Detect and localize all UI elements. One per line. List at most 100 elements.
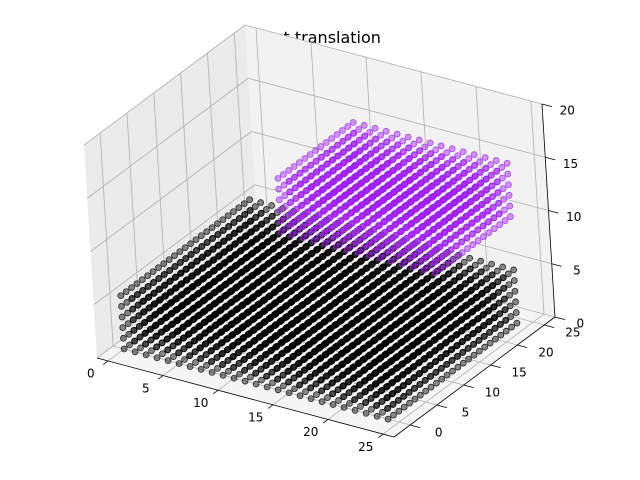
series-0-point xyxy=(451,299,458,307)
series-0-point xyxy=(269,267,277,275)
series-0-point xyxy=(292,317,300,324)
series-0-point xyxy=(379,275,387,282)
series-1-point xyxy=(332,242,340,250)
grid-line-x-floor xyxy=(272,284,435,406)
series-0-point xyxy=(155,264,162,272)
series-1-point xyxy=(463,234,471,242)
series-1-point xyxy=(318,164,325,172)
series-0-point xyxy=(443,371,451,379)
series-1-point xyxy=(466,198,474,206)
series-0-point xyxy=(187,251,195,258)
series-1-point xyxy=(433,179,440,186)
series-1-point xyxy=(366,128,374,136)
x-tick-mark xyxy=(102,360,109,365)
series-0-point xyxy=(472,283,480,291)
series-0-point xyxy=(303,298,311,306)
series-1-point xyxy=(420,266,428,274)
grid-line-x-floor xyxy=(162,255,325,376)
series-1-point xyxy=(377,142,385,150)
series-0-point xyxy=(308,294,316,302)
series-0-point xyxy=(263,228,271,235)
series-0-point xyxy=(242,254,249,262)
series-0-point xyxy=(413,316,420,324)
series-1-point xyxy=(286,199,294,207)
series-0-point xyxy=(287,310,295,318)
series-0-point xyxy=(292,306,300,314)
series-0-point xyxy=(342,314,349,321)
series-1-point xyxy=(343,245,351,253)
series-1-point xyxy=(490,225,498,232)
series-1-point xyxy=(505,181,512,189)
series-0-point xyxy=(181,244,189,252)
series-1-point xyxy=(393,130,401,138)
series-0-point xyxy=(225,245,233,252)
series-0-point xyxy=(192,247,200,254)
series-0-point xyxy=(486,329,493,336)
series-0-point xyxy=(287,299,294,307)
series-1-point xyxy=(438,186,446,193)
series-0-point xyxy=(292,284,299,292)
series-0-point xyxy=(470,351,478,359)
series-0-point xyxy=(280,259,288,267)
series-0-point xyxy=(150,290,157,297)
series-0-point xyxy=(435,333,443,340)
series-0-point xyxy=(225,223,232,230)
series-0-point xyxy=(257,221,265,228)
series-1-point xyxy=(477,190,485,198)
series-1-point xyxy=(378,186,386,194)
series-0-point xyxy=(308,272,315,280)
series-0-point xyxy=(187,240,194,248)
series-1-point xyxy=(362,198,370,206)
series-0-point xyxy=(443,361,450,368)
series-0-point xyxy=(281,281,288,289)
series-0-point xyxy=(407,320,415,328)
series-1-point xyxy=(457,228,465,235)
series-0-point xyxy=(473,305,481,312)
series-1-point xyxy=(492,157,500,164)
series-0-point xyxy=(336,318,344,325)
series-1-point xyxy=(427,150,434,158)
series-1-point xyxy=(346,188,353,196)
series-1-point xyxy=(355,136,363,144)
series-0-point xyxy=(177,302,185,310)
series-0-point xyxy=(171,274,179,281)
series-1-point xyxy=(355,147,363,155)
series-0-point xyxy=(252,225,260,232)
series-0-point xyxy=(275,274,283,282)
series-1-point xyxy=(398,249,405,257)
series-0-point xyxy=(459,359,467,367)
series-0-point xyxy=(314,290,321,298)
series-0-point xyxy=(193,258,200,265)
series-1-point xyxy=(421,154,429,162)
series-0-point xyxy=(391,310,398,318)
series-0-point xyxy=(395,407,403,415)
series-0-point xyxy=(318,253,326,261)
series-0-point xyxy=(390,267,397,274)
series-0-point xyxy=(357,291,365,298)
series-1-point xyxy=(277,217,284,225)
series-1-point xyxy=(340,192,348,200)
series-0-point xyxy=(482,264,490,272)
series-0-point xyxy=(342,324,350,332)
series-0-point xyxy=(474,315,481,323)
series-0-point xyxy=(478,290,485,298)
series-0-point xyxy=(451,310,458,318)
series-0-point xyxy=(252,214,259,221)
series-1-point xyxy=(307,162,314,169)
series-0-point xyxy=(397,339,405,347)
series-0-point xyxy=(463,323,470,331)
series-0-point xyxy=(408,353,416,360)
series-1-point xyxy=(451,221,459,229)
series-0-point xyxy=(368,261,375,268)
series-0-point xyxy=(303,320,311,327)
series-1-point xyxy=(421,165,429,173)
series-1-point xyxy=(471,162,478,169)
series-0-point xyxy=(390,288,398,296)
series-0-point xyxy=(313,279,321,287)
series-0-point xyxy=(264,271,272,279)
series-1-point xyxy=(356,158,363,166)
series-1-point xyxy=(485,229,493,236)
series-1-point xyxy=(444,182,451,189)
series-1-point xyxy=(400,192,408,200)
series-1-point xyxy=(343,235,350,242)
